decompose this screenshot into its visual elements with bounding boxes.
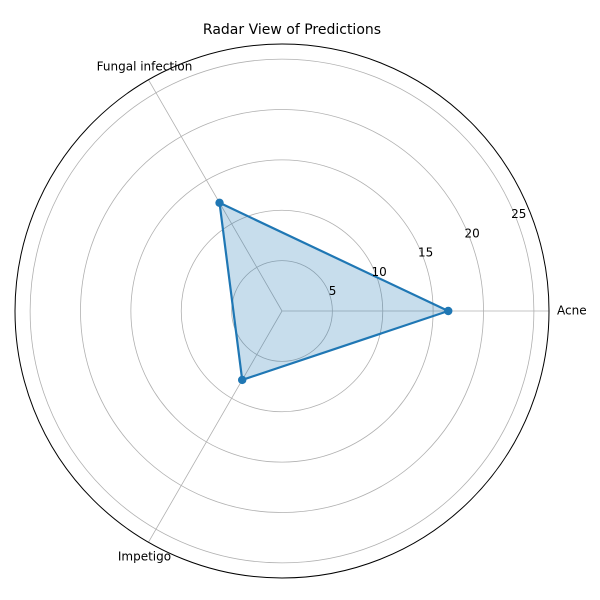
chart-title: Radar View of Predictions bbox=[203, 22, 381, 38]
series-line bbox=[218, 201, 450, 382]
r-tick-label: 15 bbox=[418, 246, 433, 260]
grid-layer bbox=[14, 43, 550, 579]
r-tick-label: 10 bbox=[371, 265, 386, 279]
spoke-line bbox=[148, 79, 283, 312]
spoke-line bbox=[148, 310, 283, 543]
category-label: Impetigo bbox=[118, 550, 171, 564]
data-point-impetigo bbox=[238, 375, 247, 385]
data-layer bbox=[215, 198, 453, 385]
r-tick-label: 25 bbox=[511, 207, 526, 221]
category-label: Fungal infection bbox=[97, 59, 193, 73]
label-layer: 5 10 15 20 25 Acne Fungal infection Impetigo bbox=[97, 59, 587, 563]
r-tick-label: 20 bbox=[465, 226, 480, 240]
series-area bbox=[219, 202, 449, 380]
category-label: Acne bbox=[557, 304, 587, 318]
r-tick-label: 5 bbox=[329, 284, 337, 298]
data-point-fungal-infection bbox=[215, 198, 224, 208]
outer-circle bbox=[14, 43, 550, 579]
data-point-acne bbox=[444, 306, 453, 316]
